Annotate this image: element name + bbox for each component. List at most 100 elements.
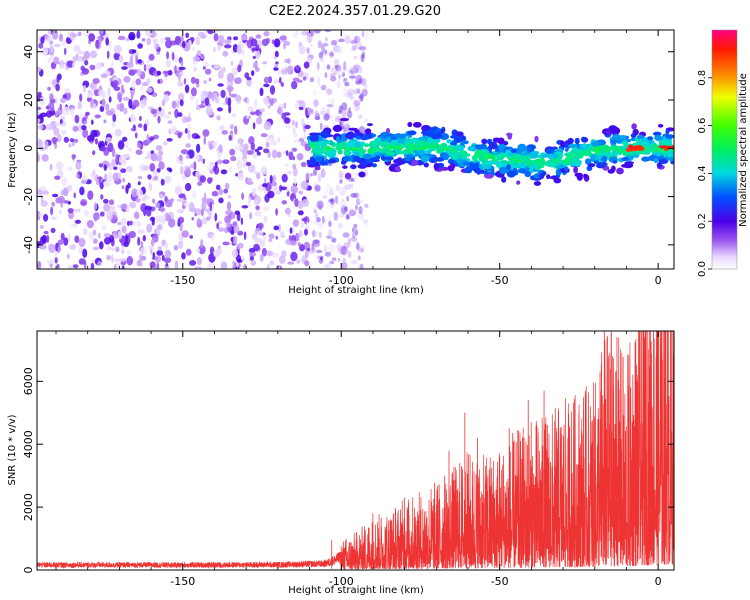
noise-blob <box>130 116 137 123</box>
noise-blob <box>315 254 321 261</box>
noise-blob <box>236 159 243 169</box>
noise-blob <box>362 218 369 224</box>
noise-blob <box>262 183 268 188</box>
noise-blob <box>304 250 309 259</box>
signal-blob <box>426 144 432 149</box>
noise-blob <box>161 99 166 107</box>
signal-blob <box>360 160 368 167</box>
noise-blob <box>342 87 349 97</box>
noise-blob <box>117 92 122 102</box>
noise-blob <box>285 238 292 245</box>
signal-blob <box>371 163 377 168</box>
noise-blob <box>176 198 184 203</box>
noise-blob <box>340 200 347 209</box>
noise-blob <box>188 201 195 212</box>
noise-blob <box>332 257 337 262</box>
noise-blob <box>236 259 243 263</box>
noise-blob <box>357 255 361 261</box>
noise-blob <box>269 85 276 95</box>
noise-blob <box>317 76 321 86</box>
noise-blob <box>105 137 113 143</box>
noise-blob <box>177 216 185 224</box>
noise-blob <box>324 244 327 253</box>
noise-blob <box>90 262 95 269</box>
noise-blob <box>163 141 168 146</box>
noise-blob <box>337 201 340 207</box>
noise-blob <box>329 50 334 59</box>
noise-blob <box>250 142 255 151</box>
noise-blob <box>341 102 348 111</box>
noise-blob <box>106 211 113 221</box>
noise-blob <box>105 103 110 112</box>
noise-blob <box>233 36 239 41</box>
noise-blob <box>340 69 345 76</box>
peak-blob <box>638 146 645 151</box>
noise-blob <box>306 34 313 44</box>
noise-blob <box>252 151 258 159</box>
noise-blob <box>73 210 80 214</box>
noise-blob <box>295 64 300 71</box>
signal-blob <box>593 160 600 165</box>
noise-blob <box>79 186 85 196</box>
noise-blob <box>338 170 344 179</box>
noise-blob <box>241 50 245 55</box>
noise-blob <box>187 130 191 140</box>
noise-blob <box>259 253 264 262</box>
noise-blob <box>152 170 158 176</box>
noise-blob <box>255 205 260 211</box>
noise-blob <box>325 113 332 120</box>
noise-blob <box>262 205 270 212</box>
signal-blob <box>582 149 592 157</box>
signal-blob <box>413 142 421 149</box>
noise-blob <box>295 121 298 128</box>
signal-blob <box>602 155 608 163</box>
spectrogram-frame <box>36 29 675 270</box>
noise-blob <box>179 99 184 107</box>
noise-blob <box>87 190 94 200</box>
noise-blob <box>240 217 244 225</box>
noise-blob <box>142 235 146 242</box>
noise-blob <box>92 150 96 156</box>
snr-ytick-label: 0 <box>22 567 35 574</box>
noise-blob <box>237 230 244 236</box>
noise-blob <box>333 70 338 75</box>
noise-blob <box>351 227 355 233</box>
noise-blob <box>122 136 128 142</box>
noise-blob <box>318 51 324 59</box>
noise-blob <box>43 230 49 235</box>
noise-blob <box>229 148 236 156</box>
signal-blob <box>459 150 468 157</box>
noise-blob <box>80 179 87 185</box>
noise-blob <box>148 182 153 191</box>
signal-blob <box>657 124 664 128</box>
noise-blob <box>43 213 49 222</box>
noise-blob <box>174 65 177 75</box>
signal-blob <box>490 154 495 159</box>
noise-blob <box>194 208 202 216</box>
noise-blob <box>329 188 334 196</box>
signal-blob <box>391 133 399 138</box>
noise-blob <box>112 75 117 79</box>
noise-blob <box>74 235 80 243</box>
noise-blob <box>359 263 364 269</box>
noise-blob <box>348 237 352 244</box>
noise-blob <box>68 211 75 220</box>
noise-blob <box>75 219 81 224</box>
noise-blob <box>263 121 272 131</box>
signal-blob <box>365 128 372 135</box>
spectrogram-ylabel: Frequency (Hz) <box>7 112 18 188</box>
noise-blob <box>306 221 309 230</box>
noise-blob <box>202 129 210 137</box>
noise-blob <box>287 65 294 75</box>
noise-blob <box>181 252 186 260</box>
noise-blob <box>301 199 310 207</box>
noise-blob <box>256 117 263 125</box>
noise-blob <box>218 188 223 196</box>
signal-blob <box>373 140 383 146</box>
noise-blob <box>55 97 58 105</box>
signal-blob <box>342 165 348 169</box>
noise-blob <box>231 249 239 258</box>
noise-blob <box>74 114 80 124</box>
snr-xtick-label: -150 <box>170 575 195 588</box>
noise-blob <box>39 225 44 229</box>
